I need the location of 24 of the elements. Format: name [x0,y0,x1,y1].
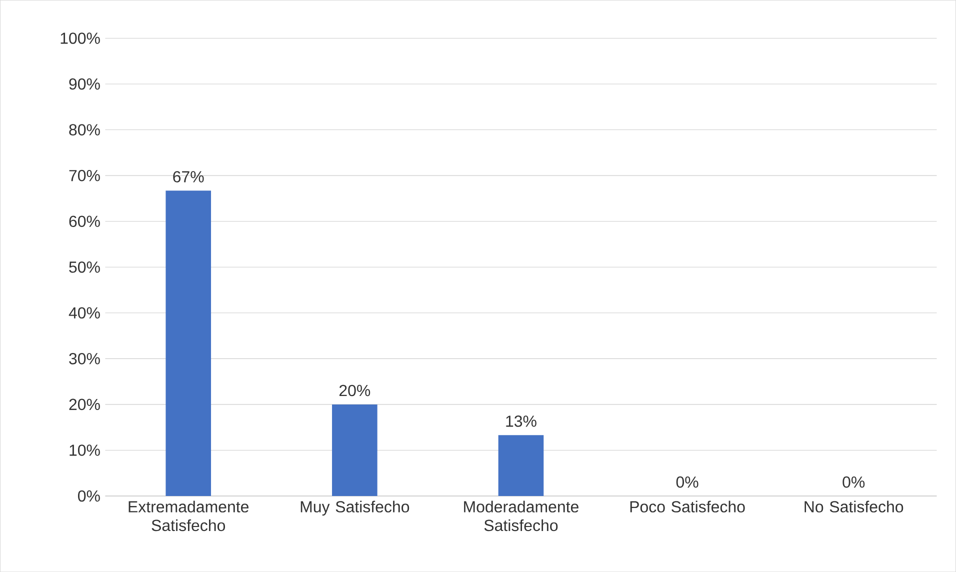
y-tick-label: 60% [69,216,100,227]
y-tick-label: 30% [69,352,100,364]
y-tick-label: 20% [69,398,100,410]
y-tick-label: 80% [69,124,100,136]
bar [166,190,212,496]
data-label: 0% [676,476,698,488]
x-tick-label: Muy Satisfecho [300,500,410,516]
x-tick-label: Poco Satisfecho [630,500,745,512]
y-tick-label: 50% [69,261,100,273]
bar [332,404,378,496]
y-tick-label: 70% [69,170,100,182]
x-tick-label: No Satisfecho [804,500,904,512]
data-label: 67% [173,170,204,182]
y-tick-label: 100% [60,32,100,44]
y-tick-label: 90% [69,78,100,90]
x-tick-label: Extremadamente Satisfecho [128,500,249,531]
y-tick-label: 40% [68,307,100,318]
y-tick-label: 10% [70,444,100,456]
y-tick-label: 0% [78,490,100,502]
data-label: 13% [506,415,536,427]
x-tick-label: Moderadamente Satisfecho [464,500,578,531]
data-label: 20% [339,384,370,396]
bar [498,435,544,496]
data-label: 0% [842,476,865,488]
